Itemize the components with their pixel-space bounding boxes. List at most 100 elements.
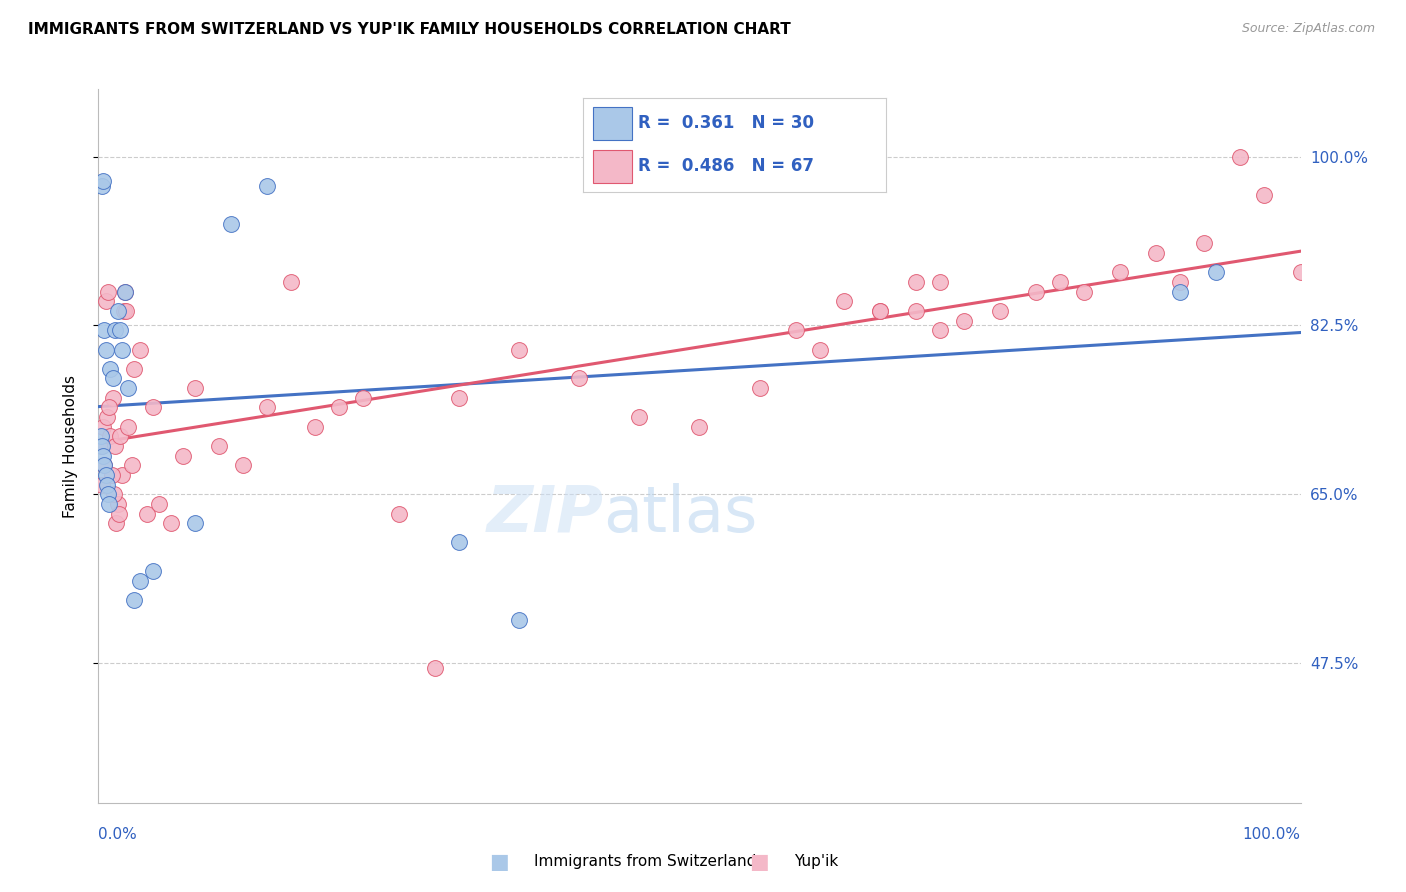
Point: [1170, 275, 1192, 289]
Text: 0.0%: 0.0%: [98, 827, 138, 841]
Point: [928, 275, 950, 289]
Point: [107, 497, 129, 511]
Text: Yup'ik: Yup'ik: [794, 855, 838, 869]
Point: [904, 304, 927, 318]
Point: [108, 429, 131, 443]
Point: [208, 439, 231, 453]
Point: [98, 497, 121, 511]
Text: Immigrants from Switzerland: Immigrants from Switzerland: [534, 855, 756, 869]
Point: [328, 401, 350, 415]
Point: [108, 323, 131, 337]
Point: [508, 613, 530, 627]
Point: [148, 497, 170, 511]
Point: [101, 391, 124, 405]
Point: [1170, 285, 1192, 299]
Point: [388, 507, 411, 521]
Point: [121, 458, 143, 473]
Point: [447, 391, 470, 405]
Point: [1025, 285, 1047, 299]
Point: [508, 343, 530, 357]
Point: [785, 323, 807, 337]
Point: [423, 661, 446, 675]
Point: [953, 313, 976, 327]
Point: [114, 285, 136, 299]
Point: [1289, 265, 1312, 279]
Point: [94, 294, 117, 309]
Point: [91, 477, 114, 491]
Point: [808, 343, 831, 357]
Point: [988, 304, 1011, 318]
Point: [91, 449, 114, 463]
Point: [91, 174, 114, 188]
Point: [104, 323, 127, 337]
Text: ■: ■: [749, 852, 769, 871]
Point: [124, 593, 146, 607]
Point: [1205, 265, 1227, 279]
Point: [256, 401, 278, 415]
Point: [108, 507, 131, 521]
Point: [1073, 285, 1095, 299]
Point: [183, 516, 205, 530]
Point: [94, 343, 117, 357]
Point: [115, 304, 138, 318]
Y-axis label: Family Households: Family Households: [63, 375, 77, 517]
Point: [91, 439, 114, 453]
Point: [304, 419, 326, 434]
Text: R =  0.361   N = 30: R = 0.361 N = 30: [638, 114, 814, 132]
Point: [869, 304, 891, 318]
Point: [352, 391, 374, 405]
Point: [96, 477, 118, 491]
Point: [141, 401, 163, 415]
Point: [1253, 188, 1275, 202]
Point: [1049, 275, 1071, 289]
Point: [869, 304, 891, 318]
FancyBboxPatch shape: [592, 106, 631, 140]
Point: [114, 285, 136, 299]
Point: [568, 371, 591, 385]
Point: [97, 285, 120, 299]
Point: [93, 458, 115, 473]
Text: Source: ZipAtlas.com: Source: ZipAtlas.com: [1241, 22, 1375, 36]
Point: [256, 178, 278, 193]
Text: 100.0%: 100.0%: [1243, 827, 1301, 841]
Text: ■: ■: [489, 852, 509, 871]
Point: [832, 294, 855, 309]
Point: [100, 429, 122, 443]
Point: [117, 381, 139, 395]
Point: [91, 178, 114, 193]
Point: [628, 410, 651, 425]
Point: [1229, 150, 1251, 164]
Point: [98, 401, 121, 415]
Point: [135, 507, 157, 521]
Point: [101, 371, 124, 385]
Point: [111, 467, 134, 482]
Point: [129, 343, 152, 357]
Point: [124, 362, 146, 376]
Point: [172, 449, 194, 463]
Point: [93, 323, 115, 337]
Point: [447, 535, 470, 549]
Point: [96, 410, 118, 425]
Text: atlas: atlas: [603, 483, 758, 544]
Point: [141, 565, 163, 579]
FancyBboxPatch shape: [592, 150, 631, 184]
Text: ZIP: ZIP: [486, 483, 603, 544]
Point: [112, 304, 135, 318]
Point: [90, 429, 112, 443]
Point: [90, 439, 112, 453]
Point: [107, 304, 129, 318]
Point: [94, 467, 117, 482]
Point: [1144, 246, 1167, 260]
Point: [183, 381, 205, 395]
Text: IMMIGRANTS FROM SWITZERLAND VS YUP'IK FAMILY HOUSEHOLDS CORRELATION CHART: IMMIGRANTS FROM SWITZERLAND VS YUP'IK FA…: [28, 22, 790, 37]
Point: [1109, 265, 1132, 279]
Point: [117, 419, 139, 434]
Point: [159, 516, 181, 530]
Point: [219, 217, 242, 231]
Point: [1194, 236, 1216, 251]
Point: [928, 323, 950, 337]
Point: [280, 275, 302, 289]
Point: [93, 458, 115, 473]
Point: [111, 343, 134, 357]
Point: [748, 381, 770, 395]
